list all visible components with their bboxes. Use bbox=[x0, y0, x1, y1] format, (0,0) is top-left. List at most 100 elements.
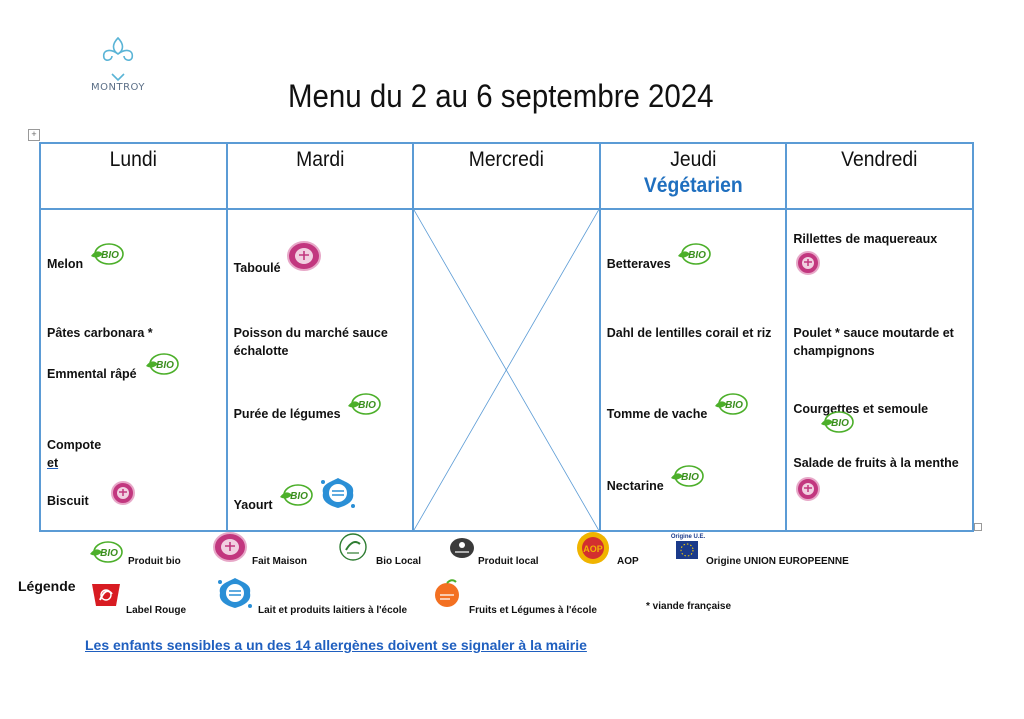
bio-local-icon bbox=[338, 532, 368, 567]
menu-item: Pâtes carbonara * bbox=[47, 324, 153, 342]
menu-item: Taboulé bbox=[233, 241, 322, 287]
menu-item: Compote bbox=[47, 436, 101, 454]
header-mardi: Mardi bbox=[225, 142, 415, 210]
menu-item: Purée de légumes BIO bbox=[234, 393, 382, 429]
lait-ecole-icon bbox=[216, 576, 254, 615]
item-text: Nectarine bbox=[606, 478, 664, 493]
produit-local-icon bbox=[449, 537, 475, 564]
menu-item: Tomme de vache BIO bbox=[606, 393, 749, 429]
header-mercredi: Mercredi bbox=[412, 142, 601, 210]
menu-item: et bbox=[47, 454, 58, 472]
menu-item: Nectarine BIO bbox=[606, 465, 705, 501]
menu-item: Courgettes et semoule BIO bbox=[793, 400, 972, 447]
menu-item: Poulet * sauce moutarde et champignons bbox=[793, 324, 973, 360]
svg-text:BIO: BIO bbox=[101, 250, 119, 261]
cell-mercredi bbox=[412, 208, 601, 532]
legend-label-rouge: Label Rouge bbox=[126, 605, 187, 616]
svg-text:BIO: BIO bbox=[831, 418, 849, 429]
bio-icon: BIO bbox=[676, 242, 712, 271]
item-text: Pâtes carbonara * bbox=[47, 326, 153, 340]
header-vendredi: Vendredi bbox=[785, 142, 974, 210]
fait-maison-icon bbox=[212, 531, 248, 568]
cell-vendredi: Rillettes de maquereaux Poulet * sauce m… bbox=[785, 208, 974, 532]
fait-maison-icon bbox=[286, 240, 322, 277]
day-name: Mardi bbox=[295, 148, 345, 171]
svg-text:BIO: BIO bbox=[358, 400, 376, 411]
menu-item: Emmental râpé BIO bbox=[47, 353, 180, 389]
bio-icon: BIO bbox=[278, 483, 314, 512]
menu-item-badge bbox=[795, 250, 821, 281]
day-name: Jeudi bbox=[669, 148, 717, 171]
menu-item: Poisson du marché sauce échalotte bbox=[234, 324, 409, 360]
legend-bio-local: Bio Local bbox=[376, 556, 422, 567]
bio-icon: BIO bbox=[88, 540, 124, 569]
svg-text:BIO: BIO bbox=[290, 491, 308, 502]
table-resize-handle[interactable] bbox=[974, 523, 982, 531]
page-title: Menu du 2 au 6 septembre 2024 bbox=[288, 78, 714, 114]
svg-text:BIO: BIO bbox=[156, 360, 174, 371]
allergen-notice-link[interactable]: Les enfants sensibles a un des 14 allerg… bbox=[85, 637, 587, 653]
item-text: Betteraves bbox=[606, 256, 671, 271]
svg-text:BIO: BIO bbox=[681, 472, 699, 483]
menu-item: Melon BIO bbox=[47, 243, 125, 279]
fait-maison-icon bbox=[795, 250, 821, 281]
menu-table: Lundi Mardi Mercredi Jeudi Végétarien Ven… bbox=[39, 142, 974, 532]
menu-item-badge bbox=[795, 476, 821, 507]
legend-lait-ecole: Lait et produits laitiers à l'école bbox=[258, 605, 408, 616]
legend-origine-ue: Origine UNION EUROPEENNE bbox=[706, 556, 849, 567]
item-text: Yaourt bbox=[233, 497, 273, 512]
cell-lundi: Melon BIO Pâtes carbonara * Emmental râp… bbox=[39, 208, 228, 532]
legend-title: Légende bbox=[18, 578, 76, 594]
origine-ue-icon: Origine U.E. bbox=[670, 531, 706, 568]
bio-icon: BIO bbox=[819, 410, 855, 439]
svg-text:BIO: BIO bbox=[100, 548, 118, 559]
bio-icon: BIO bbox=[144, 352, 180, 381]
svg-text:Origine U.E.: Origine U.E. bbox=[671, 534, 706, 540]
table-move-handle[interactable]: + bbox=[28, 129, 40, 141]
montroy-logo: MONTROY bbox=[88, 34, 148, 100]
logo-text: MONTROY bbox=[91, 82, 145, 93]
no-service-cross bbox=[414, 210, 599, 530]
menu-item: Rillettes de maquereaux bbox=[793, 230, 937, 248]
aop-icon: AOP bbox=[573, 531, 613, 570]
svg-text:BIO: BIO bbox=[688, 250, 706, 261]
bio-icon: BIO bbox=[669, 464, 705, 493]
legend-fait-maison: Fait Maison bbox=[252, 556, 308, 567]
menu-item: Salade de fruits à la menthe bbox=[793, 454, 958, 472]
cell-jeudi: Betteraves BIO Dahl de lentilles corail … bbox=[598, 208, 788, 532]
item-text: Tomme de vache bbox=[606, 406, 708, 421]
header-row: Lundi Mardi Mercredi Jeudi Végétarien Ven… bbox=[39, 142, 974, 210]
item-text: Emmental râpé bbox=[47, 366, 137, 381]
legend-viande: * viande française bbox=[646, 601, 732, 612]
legend-produit-bio: Produit bio bbox=[128, 556, 181, 567]
item-text: et bbox=[47, 456, 59, 470]
item-text: Taboulé bbox=[233, 260, 281, 275]
fruits-legumes-ecole-icon bbox=[432, 578, 462, 613]
item-text: Biscuit bbox=[47, 493, 89, 508]
item-text: Poulet * sauce moutarde et champignons bbox=[793, 326, 954, 358]
day-name: Lundi bbox=[109, 148, 157, 171]
day-name: Mercredi bbox=[468, 148, 545, 171]
svg-text:AOP: AOP bbox=[583, 544, 603, 554]
fait-maison-icon bbox=[110, 480, 136, 511]
day-name: Vendredi bbox=[841, 148, 918, 171]
header-lundi: Lundi bbox=[39, 142, 228, 210]
bio-icon: BIO bbox=[89, 242, 125, 271]
legend-fruits-ecole: Fruits et Légumes à l'école bbox=[469, 605, 597, 616]
item-text: Rillettes de maquereaux bbox=[793, 232, 938, 246]
item-text: Dahl de lentilles corail et riz bbox=[606, 326, 772, 340]
menu-item: Betteraves BIO bbox=[606, 243, 712, 279]
bio-icon: BIO bbox=[346, 392, 382, 421]
cell-mardi: Taboulé Poisson du marché sauce échalott… bbox=[225, 208, 415, 532]
item-text: Salade de fruits à la menthe bbox=[793, 456, 959, 470]
item-text: Compote bbox=[47, 438, 102, 452]
fait-maison-icon bbox=[795, 476, 821, 507]
item-text: Courgettes et semoule bbox=[793, 402, 929, 416]
vegetarien-label: Végétarien bbox=[643, 174, 743, 197]
legend-produit-local: Produit local bbox=[478, 556, 539, 567]
header-jeudi: Jeudi Végétarien bbox=[598, 142, 788, 210]
lait-ecole-icon bbox=[319, 476, 357, 515]
bio-icon: BIO bbox=[713, 392, 749, 421]
svg-text:BIO: BIO bbox=[725, 400, 743, 411]
